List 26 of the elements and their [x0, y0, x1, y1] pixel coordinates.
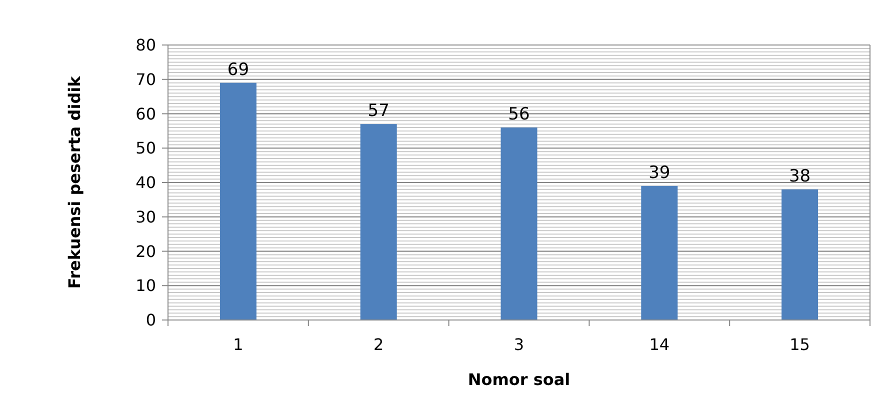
bar — [782, 189, 818, 320]
y-tick-label: 10 — [136, 276, 156, 296]
bar — [641, 186, 678, 320]
y-axis-title: Frekuensi peserta didik — [65, 76, 84, 289]
data-label: 69 — [227, 60, 250, 80]
data-label: 39 — [648, 162, 670, 183]
x-tick-label: 15 — [790, 335, 810, 354]
x-tick-label: 1 — [233, 335, 244, 354]
y-tick-label: 30 — [136, 207, 156, 226]
x-tick-label: 2 — [374, 335, 384, 354]
y-tick-label: 20 — [136, 242, 156, 261]
bar — [500, 128, 538, 320]
data-label: 38 — [788, 166, 811, 186]
bar — [220, 82, 256, 320]
y-tick-label: 60 — [136, 104, 156, 124]
x-tick-label: 14 — [649, 335, 670, 354]
bar — [360, 124, 397, 320]
y-tick-label: 80 — [136, 36, 156, 55]
data-label: 57 — [368, 101, 390, 122]
y-tick-label: 40 — [136, 173, 156, 192]
y-tick-label: 0 — [146, 310, 156, 330]
y-tick-label: 50 — [136, 138, 156, 158]
x-axis-title: Nomor soal — [468, 370, 570, 389]
y-tick-label: 70 — [136, 70, 156, 89]
data-label: 56 — [508, 104, 530, 124]
x-tick-label: 3 — [514, 335, 524, 354]
